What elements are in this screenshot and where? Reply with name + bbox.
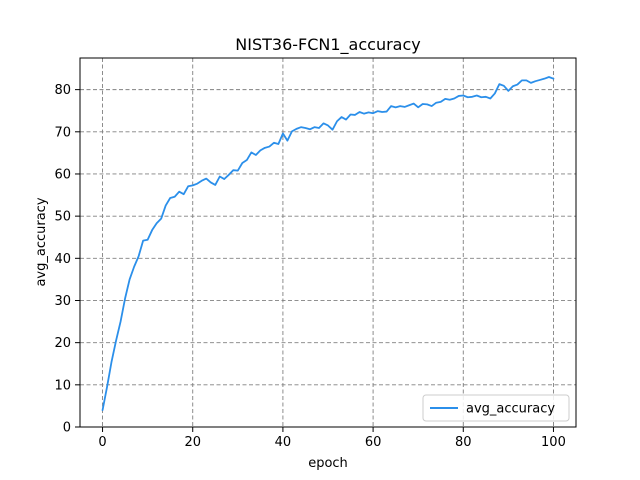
y-tick-label: 0 xyxy=(63,421,71,436)
y-axis: 0 10 20 30 40 50 60 70 80 xyxy=(54,83,80,436)
y-tick-label: 10 xyxy=(54,378,71,393)
y-tick-label: 20 xyxy=(54,336,71,351)
legend: avg_accuracy xyxy=(422,394,570,422)
x-axis-label: epoch xyxy=(308,456,348,471)
series-layer xyxy=(101,76,555,412)
y-tick-label: 30 xyxy=(54,294,71,309)
legend-box xyxy=(422,394,570,422)
x-tick-label: 100 xyxy=(541,435,566,450)
y-tick-label: 60 xyxy=(54,167,71,182)
y-tick-label: 80 xyxy=(54,83,71,98)
chart-title: NIST36-FCN1_accuracy xyxy=(235,35,420,55)
x-axis: 0 20 40 60 80 100 xyxy=(98,427,566,450)
x-tick-label: 40 xyxy=(275,435,292,450)
x-tick-label: 60 xyxy=(365,435,382,450)
y-tick-label: 70 xyxy=(54,125,71,140)
legend-entry-label: avg_accuracy xyxy=(466,402,555,417)
y-tick-label: 50 xyxy=(54,210,71,225)
gridlines xyxy=(80,58,576,428)
x-tick-label: 80 xyxy=(455,435,472,450)
y-tick-label: 40 xyxy=(54,252,71,267)
x-tick-label: 20 xyxy=(184,435,201,450)
y-axis-label: avg_accuracy xyxy=(34,197,49,286)
series-line-avg-accuracy xyxy=(101,76,555,412)
x-tick-label: 0 xyxy=(98,435,106,450)
plot-frame xyxy=(79,57,577,428)
